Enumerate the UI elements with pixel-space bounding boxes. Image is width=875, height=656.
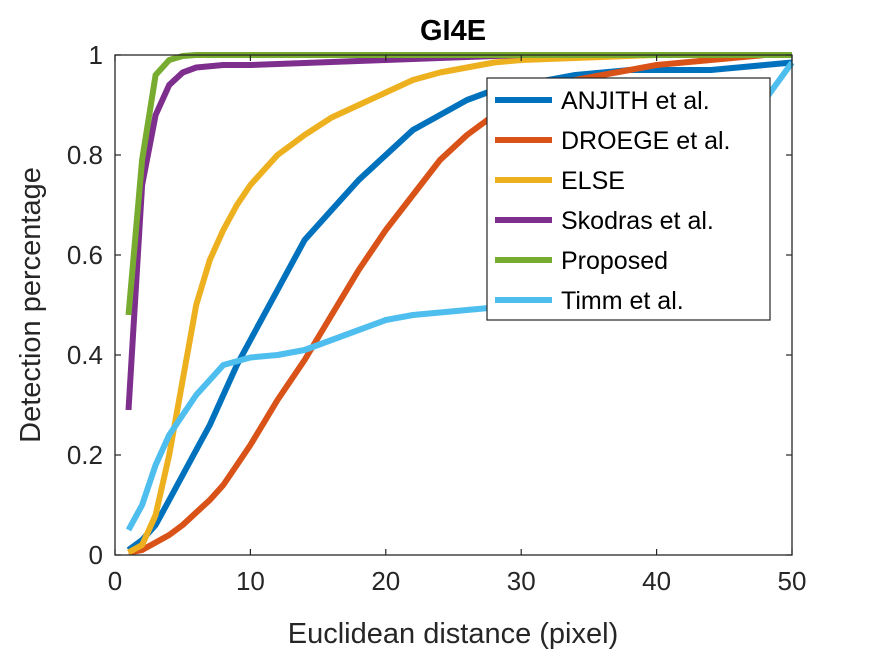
legend-label: Skodras et al. <box>561 207 714 235</box>
x-tick-label: 10 <box>236 566 265 596</box>
plot-frame <box>114 54 793 556</box>
x-tick-label: 50 <box>778 566 807 596</box>
y-tick-label: 0 <box>89 540 103 570</box>
legend-label: DROEGE et al. <box>561 127 731 155</box>
series-line-anjith-et-al <box>126 59 793 553</box>
x-tick-label: 40 <box>642 566 671 596</box>
series-line-else <box>127 52 792 556</box>
y-tick-label: 0.4 <box>67 340 103 370</box>
chart-title: GI4E <box>420 15 486 47</box>
x-tick-label: 0 <box>108 566 122 596</box>
legend-label: Timm et al. <box>561 287 684 315</box>
legend-label: ELSE <box>561 167 625 195</box>
legend: ANJITH et al. DROEGE et al. ELSE Skodras et… <box>486 77 771 321</box>
legend-label: ANJITH et al. <box>561 87 710 115</box>
y-tick-label: 0.8 <box>67 140 103 170</box>
series-line-droege-et-al <box>127 52 792 556</box>
x-tick-label: 30 <box>507 566 536 596</box>
x-tick-label: 20 <box>371 566 400 596</box>
y-tick-label: 0.2 <box>67 440 103 470</box>
legend-label: Proposed <box>561 247 668 275</box>
x-axis-title: Euclidean distance (pixel) <box>288 618 618 650</box>
y-axis-title: Detection percentage <box>15 167 47 443</box>
y-tick-label: 0.6 <box>67 240 103 270</box>
legend-box <box>486 77 771 321</box>
y-tick-label: 1 <box>89 40 103 70</box>
